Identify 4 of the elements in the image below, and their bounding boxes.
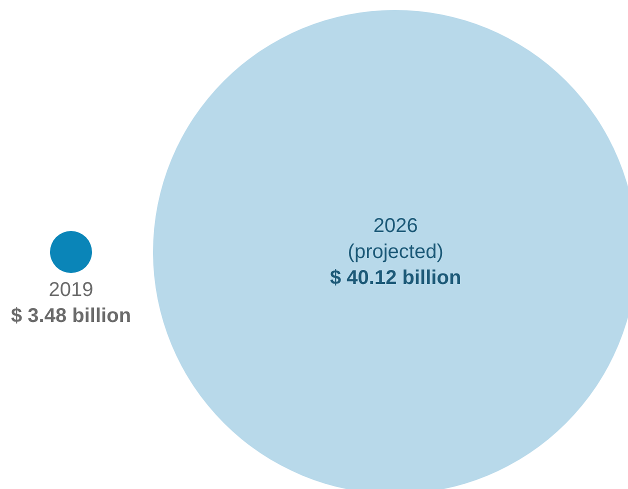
category-label: 2026 (projected) [348, 215, 444, 263]
category-label: 2019 [48, 279, 94, 301]
data-label: $ 40.12 billion [330, 267, 462, 289]
data-label: $ 3.48 billion [11, 305, 132, 327]
